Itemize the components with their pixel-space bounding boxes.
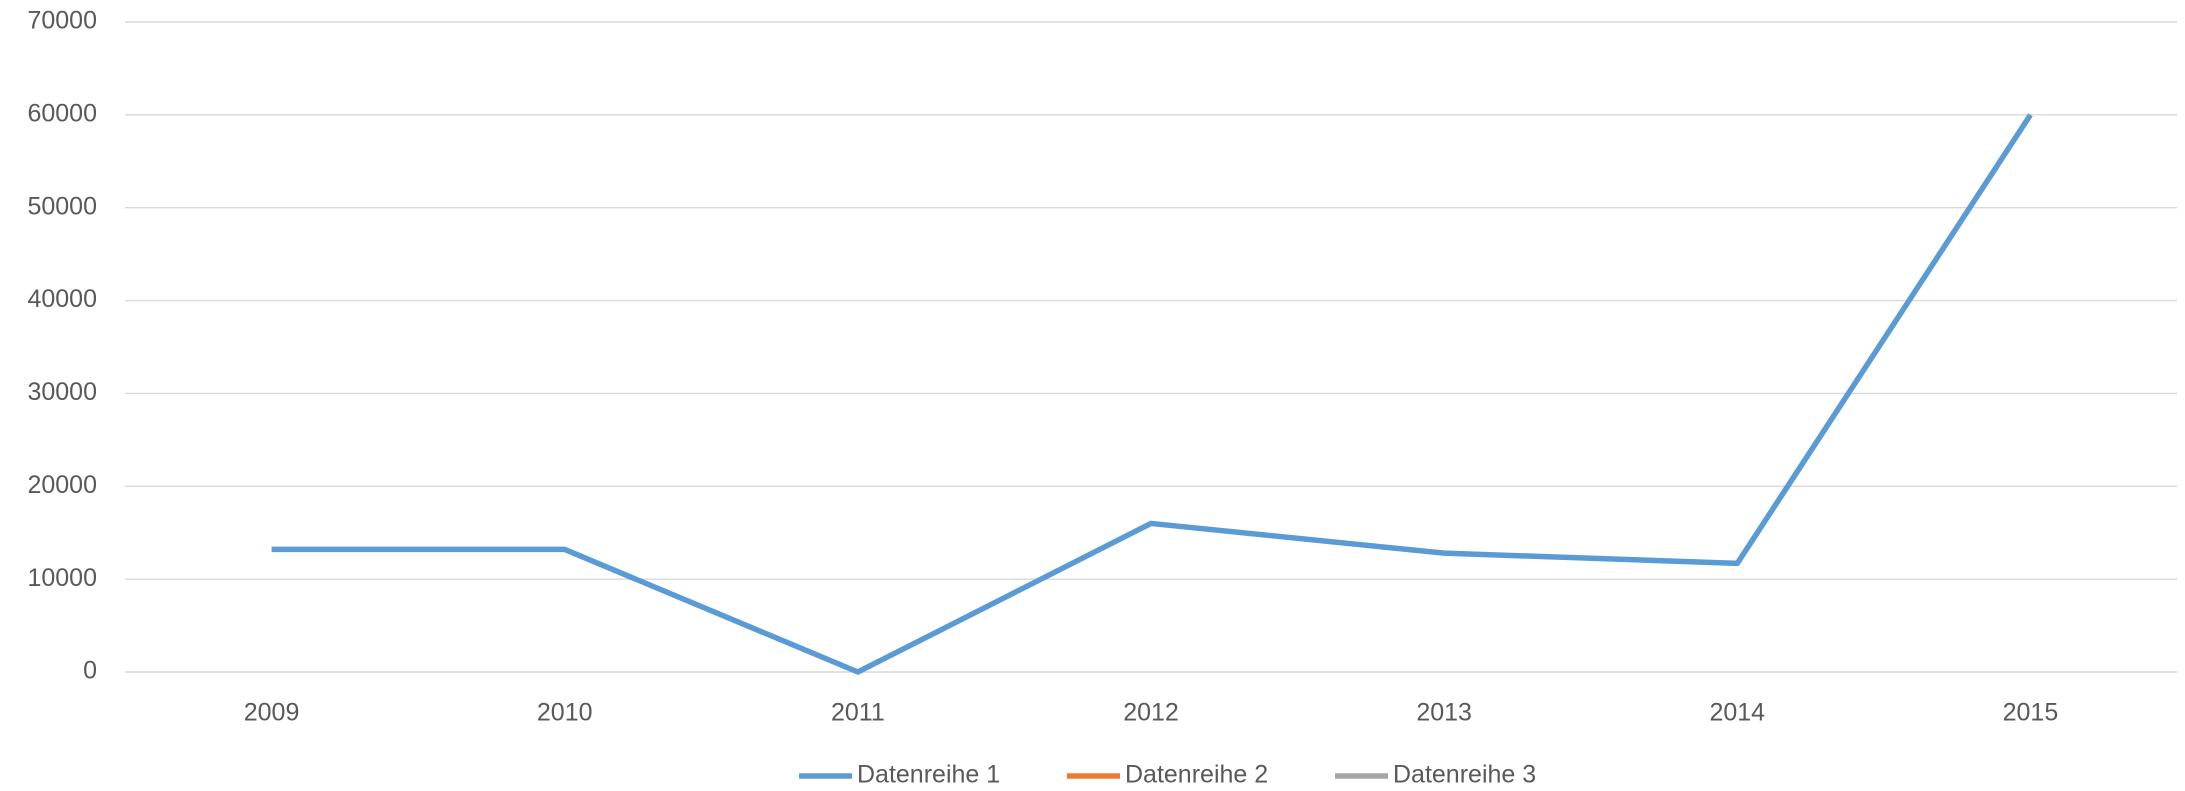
x-tick-label: 2009 xyxy=(244,699,300,727)
y-tick-label: 10000 xyxy=(27,564,97,592)
x-tick-label: 2011 xyxy=(831,699,885,727)
x-tick-label: 2012 xyxy=(1123,699,1179,727)
x-tick-label: 2010 xyxy=(537,699,593,727)
legend-label: Datenreihe 2 xyxy=(1125,761,1268,789)
y-tick-label: 30000 xyxy=(27,378,97,406)
y-tick-label: 20000 xyxy=(27,471,97,499)
series-line xyxy=(271,113,2033,675)
legend-label: Datenreihe 3 xyxy=(1393,761,1536,789)
legend-label: Datenreihe 1 xyxy=(857,761,1000,789)
x-tick-label: 2015 xyxy=(2003,699,2059,727)
y-tick-label: 50000 xyxy=(27,192,97,220)
y-tick-label: 70000 xyxy=(27,7,97,35)
x-tick-label: 2014 xyxy=(1709,699,1765,727)
x-tick-label: 2013 xyxy=(1416,699,1472,727)
y-tick-label: 40000 xyxy=(27,285,97,313)
y-tick-label: 0 xyxy=(83,657,97,685)
y-tick-label: 60000 xyxy=(27,99,97,127)
